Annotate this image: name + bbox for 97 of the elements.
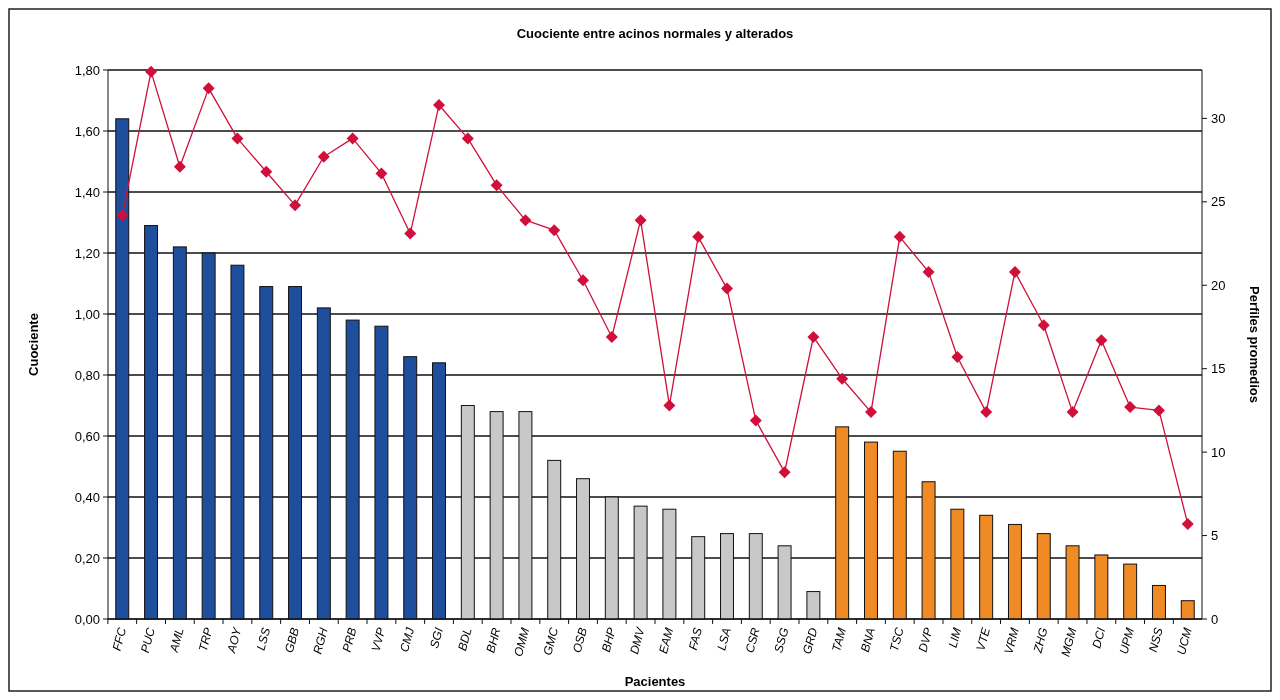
point — [634, 214, 647, 227]
x-tick-label: SSG — [771, 626, 792, 655]
x-tick-label: DVP — [915, 626, 936, 654]
point — [433, 99, 446, 112]
point — [1037, 319, 1050, 332]
point — [346, 132, 359, 145]
x-tick-label: RGH — [310, 625, 331, 656]
x-axis-title: Pacientes — [624, 674, 686, 689]
y-tick-label: 1,40 — [74, 184, 100, 200]
point — [778, 466, 791, 479]
y2-tick-label: 10 — [1211, 444, 1226, 460]
point — [1095, 334, 1108, 347]
point — [663, 399, 676, 412]
y2-tick-label: 20 — [1211, 277, 1226, 293]
x-tick-label: CSR — [742, 625, 763, 655]
x-tick-label: AOY — [224, 625, 245, 656]
point — [720, 282, 733, 295]
x-tick-label: BNA — [857, 626, 878, 654]
x-tick-label: UCM — [1174, 626, 1195, 657]
x-tick-label: GMC — [540, 625, 562, 657]
point — [260, 165, 273, 178]
x-tick-label: GRD — [799, 625, 821, 656]
x-tick-label: LSA — [714, 626, 734, 652]
x-tick-label: DMV — [627, 625, 648, 656]
point — [577, 274, 590, 287]
y-tick-label: 0,40 — [74, 489, 100, 505]
x-tick-label: MGM — [1058, 626, 1080, 659]
x-tick-label: AML — [166, 626, 187, 655]
y-tick-label: 1,80 — [74, 62, 100, 78]
x-tick-label: TAM — [829, 626, 850, 654]
x-tick-label: TSC — [886, 625, 907, 653]
x-tick-label: CMJ — [397, 625, 418, 654]
x-tick-label: EAM — [656, 626, 677, 655]
point — [951, 351, 964, 364]
y-tick-label: 0,20 — [74, 550, 100, 566]
point — [1152, 404, 1165, 417]
point — [317, 150, 330, 163]
x-tick-label: BHP — [598, 626, 619, 654]
y2-tick-label: 15 — [1211, 361, 1226, 377]
point — [289, 199, 302, 212]
x-tick-label: GBB — [281, 626, 302, 655]
x-tick-label: VVP — [368, 626, 389, 653]
x-tick-label: NSS — [1145, 626, 1166, 654]
point — [375, 167, 388, 180]
x-tick-label: FAS — [685, 626, 706, 652]
y2-tick-label: 25 — [1211, 194, 1226, 210]
point — [1008, 265, 1021, 278]
y-tick-label: 1,20 — [74, 245, 100, 261]
point — [980, 406, 993, 419]
x-tick-label: VTE — [973, 625, 994, 653]
x-tick-label: TRP — [195, 626, 216, 653]
x-tick-label: BHR — [483, 625, 504, 655]
y-tick-label: 0,60 — [74, 428, 100, 444]
y-tick-label: 1,60 — [74, 123, 100, 139]
x-tick-label: FFC — [109, 625, 130, 653]
point — [893, 230, 906, 243]
y-tick-label: 0,00 — [74, 611, 100, 627]
x-tick-label: LSS — [253, 626, 274, 652]
point — [145, 65, 158, 78]
x-tick-label: DCI — [1089, 625, 1109, 650]
point — [749, 414, 762, 427]
x-tick-label: LIM — [945, 626, 965, 650]
point — [1181, 517, 1194, 530]
point — [548, 224, 561, 237]
y2-axis-title: Perfiles promedios — [1247, 285, 1262, 404]
y2-tick-label: 30 — [1211, 110, 1226, 126]
point — [404, 227, 417, 240]
point — [864, 406, 877, 419]
point — [173, 160, 186, 173]
y-tick-label: 1,00 — [74, 306, 100, 322]
x-tick-label: OMM — [511, 626, 533, 659]
point — [461, 132, 474, 145]
point — [836, 372, 849, 385]
point — [202, 82, 215, 95]
x-tick-label: OSB — [569, 626, 590, 655]
x-tick-label: ZHG — [1030, 626, 1051, 656]
point — [490, 179, 503, 192]
y-tick-label: 0,80 — [74, 367, 100, 383]
point — [1066, 406, 1079, 419]
x-tick-label: BDL — [455, 626, 475, 653]
chart-title: Cuociente entre acinos normales y alterados — [516, 26, 794, 41]
x-tick-label: VRM — [1001, 626, 1022, 656]
point — [605, 330, 618, 343]
x-tick-label: UPM — [1116, 626, 1138, 656]
point — [1124, 401, 1137, 414]
y2-tick-label: 0 — [1211, 611, 1219, 627]
y2-tick-label: 5 — [1211, 528, 1219, 544]
point — [231, 132, 244, 145]
point — [922, 265, 935, 278]
x-tick-label: SGI — [427, 625, 447, 650]
x-tick-label: PRB — [339, 626, 360, 654]
x-tick-label: PUC — [137, 625, 159, 655]
point — [692, 230, 705, 243]
point — [116, 209, 129, 222]
y-axis-title: Cuociente — [26, 313, 41, 376]
point — [807, 330, 820, 343]
point — [519, 214, 532, 227]
